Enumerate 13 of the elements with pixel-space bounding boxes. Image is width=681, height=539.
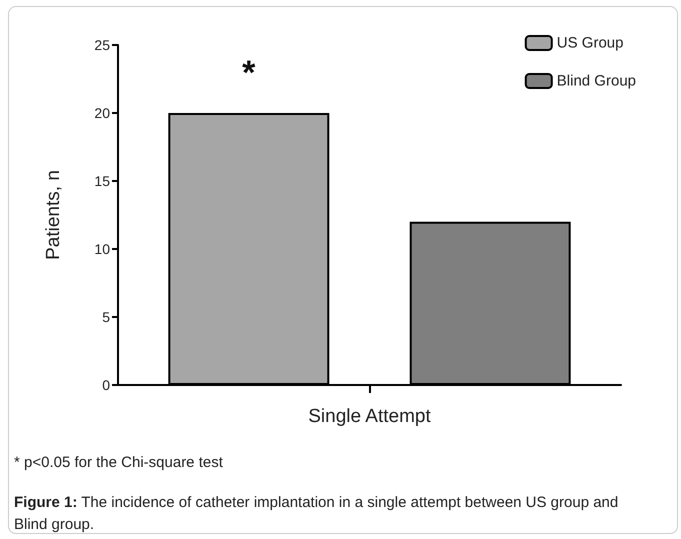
y-tick-label: 20 — [94, 105, 110, 121]
y-tick-label: 5 — [102, 309, 110, 325]
y-tick-label: 25 — [94, 37, 110, 53]
y-tick-label: 0 — [102, 377, 110, 393]
caption: Figure 1: The incidence of catheter implantation in a single attempt between US group and Blind group. — [14, 493, 620, 535]
legend-label: US Group — [556, 34, 624, 52]
y-tick-label: 15 — [94, 173, 110, 189]
x-tick-label: Single Attempt — [308, 406, 432, 427]
text: * p<0.05 for the Chi-square test — [14, 453, 224, 473]
legend-label: Blind Group — [556, 72, 636, 90]
y-tick-label: 10 — [94, 241, 110, 257]
y-axis-title: Patients, n — [43, 170, 64, 260]
annotation: * — [242, 54, 256, 92]
